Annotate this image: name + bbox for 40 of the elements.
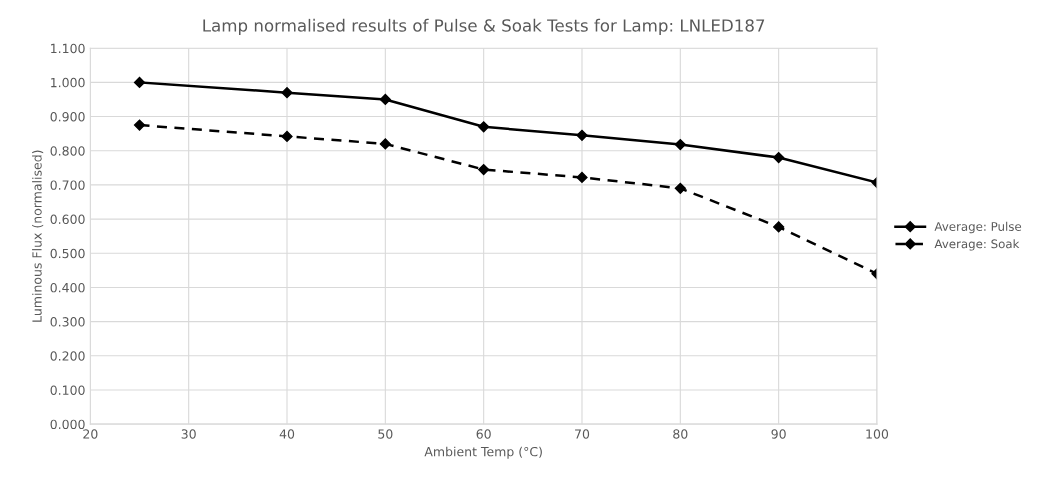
x-tick-label: 70 — [575, 429, 590, 439]
y-tick-label: 1.000 — [51, 77, 85, 88]
point — [773, 221, 785, 233]
point — [379, 93, 391, 106]
point — [576, 129, 588, 141]
point — [674, 138, 686, 151]
y-tick-label: 0.300 — [50, 317, 85, 327]
x-tick-label: 20 — [83, 429, 98, 439]
y-tick-label: 0.900 — [50, 112, 85, 122]
y-tick-label: 0.800 — [50, 146, 85, 156]
y-tick-label: 0.200 — [50, 351, 85, 361]
x-axis-title: Ambient Temp (°C) — [424, 446, 542, 459]
point — [133, 119, 146, 131]
point — [773, 151, 785, 164]
point — [478, 121, 490, 133]
x-tick-label: 100 — [866, 429, 889, 439]
chart-title: Lamp normalised results of Pulse & Soak Tests for Lamp: LNLED187 — [203, 18, 765, 35]
x-tick-label: 80 — [673, 429, 688, 439]
legend-label: Average: Soak — [934, 239, 1020, 251]
point — [281, 87, 293, 99]
point — [674, 182, 686, 194]
legend-label: Average: Pulse — [934, 221, 1022, 234]
y-tick-label: 0.400 — [50, 282, 85, 293]
y-tick-label: 0.600 — [50, 214, 85, 225]
point — [281, 130, 293, 142]
y-tick-label: 0.500 — [50, 248, 85, 259]
x-tick-label: 60 — [476, 429, 491, 439]
y-tick-label: 0.100 — [50, 385, 85, 395]
x-tick-label: 50 — [378, 429, 393, 439]
point — [133, 76, 146, 88]
point — [576, 171, 588, 183]
x-tick-label: 90 — [771, 429, 786, 439]
y-axis-title: Luminous Flux (normalised) — [32, 150, 44, 322]
x-tick-label: 30 — [181, 429, 196, 439]
point — [379, 138, 391, 150]
y-tick-label: 1.100 — [51, 43, 85, 54]
point — [478, 163, 490, 176]
y-tick-label: 0.700 — [50, 180, 85, 190]
y-tick-label: 0.000 — [50, 419, 85, 430]
x-tick-label: 40 — [279, 429, 295, 439]
